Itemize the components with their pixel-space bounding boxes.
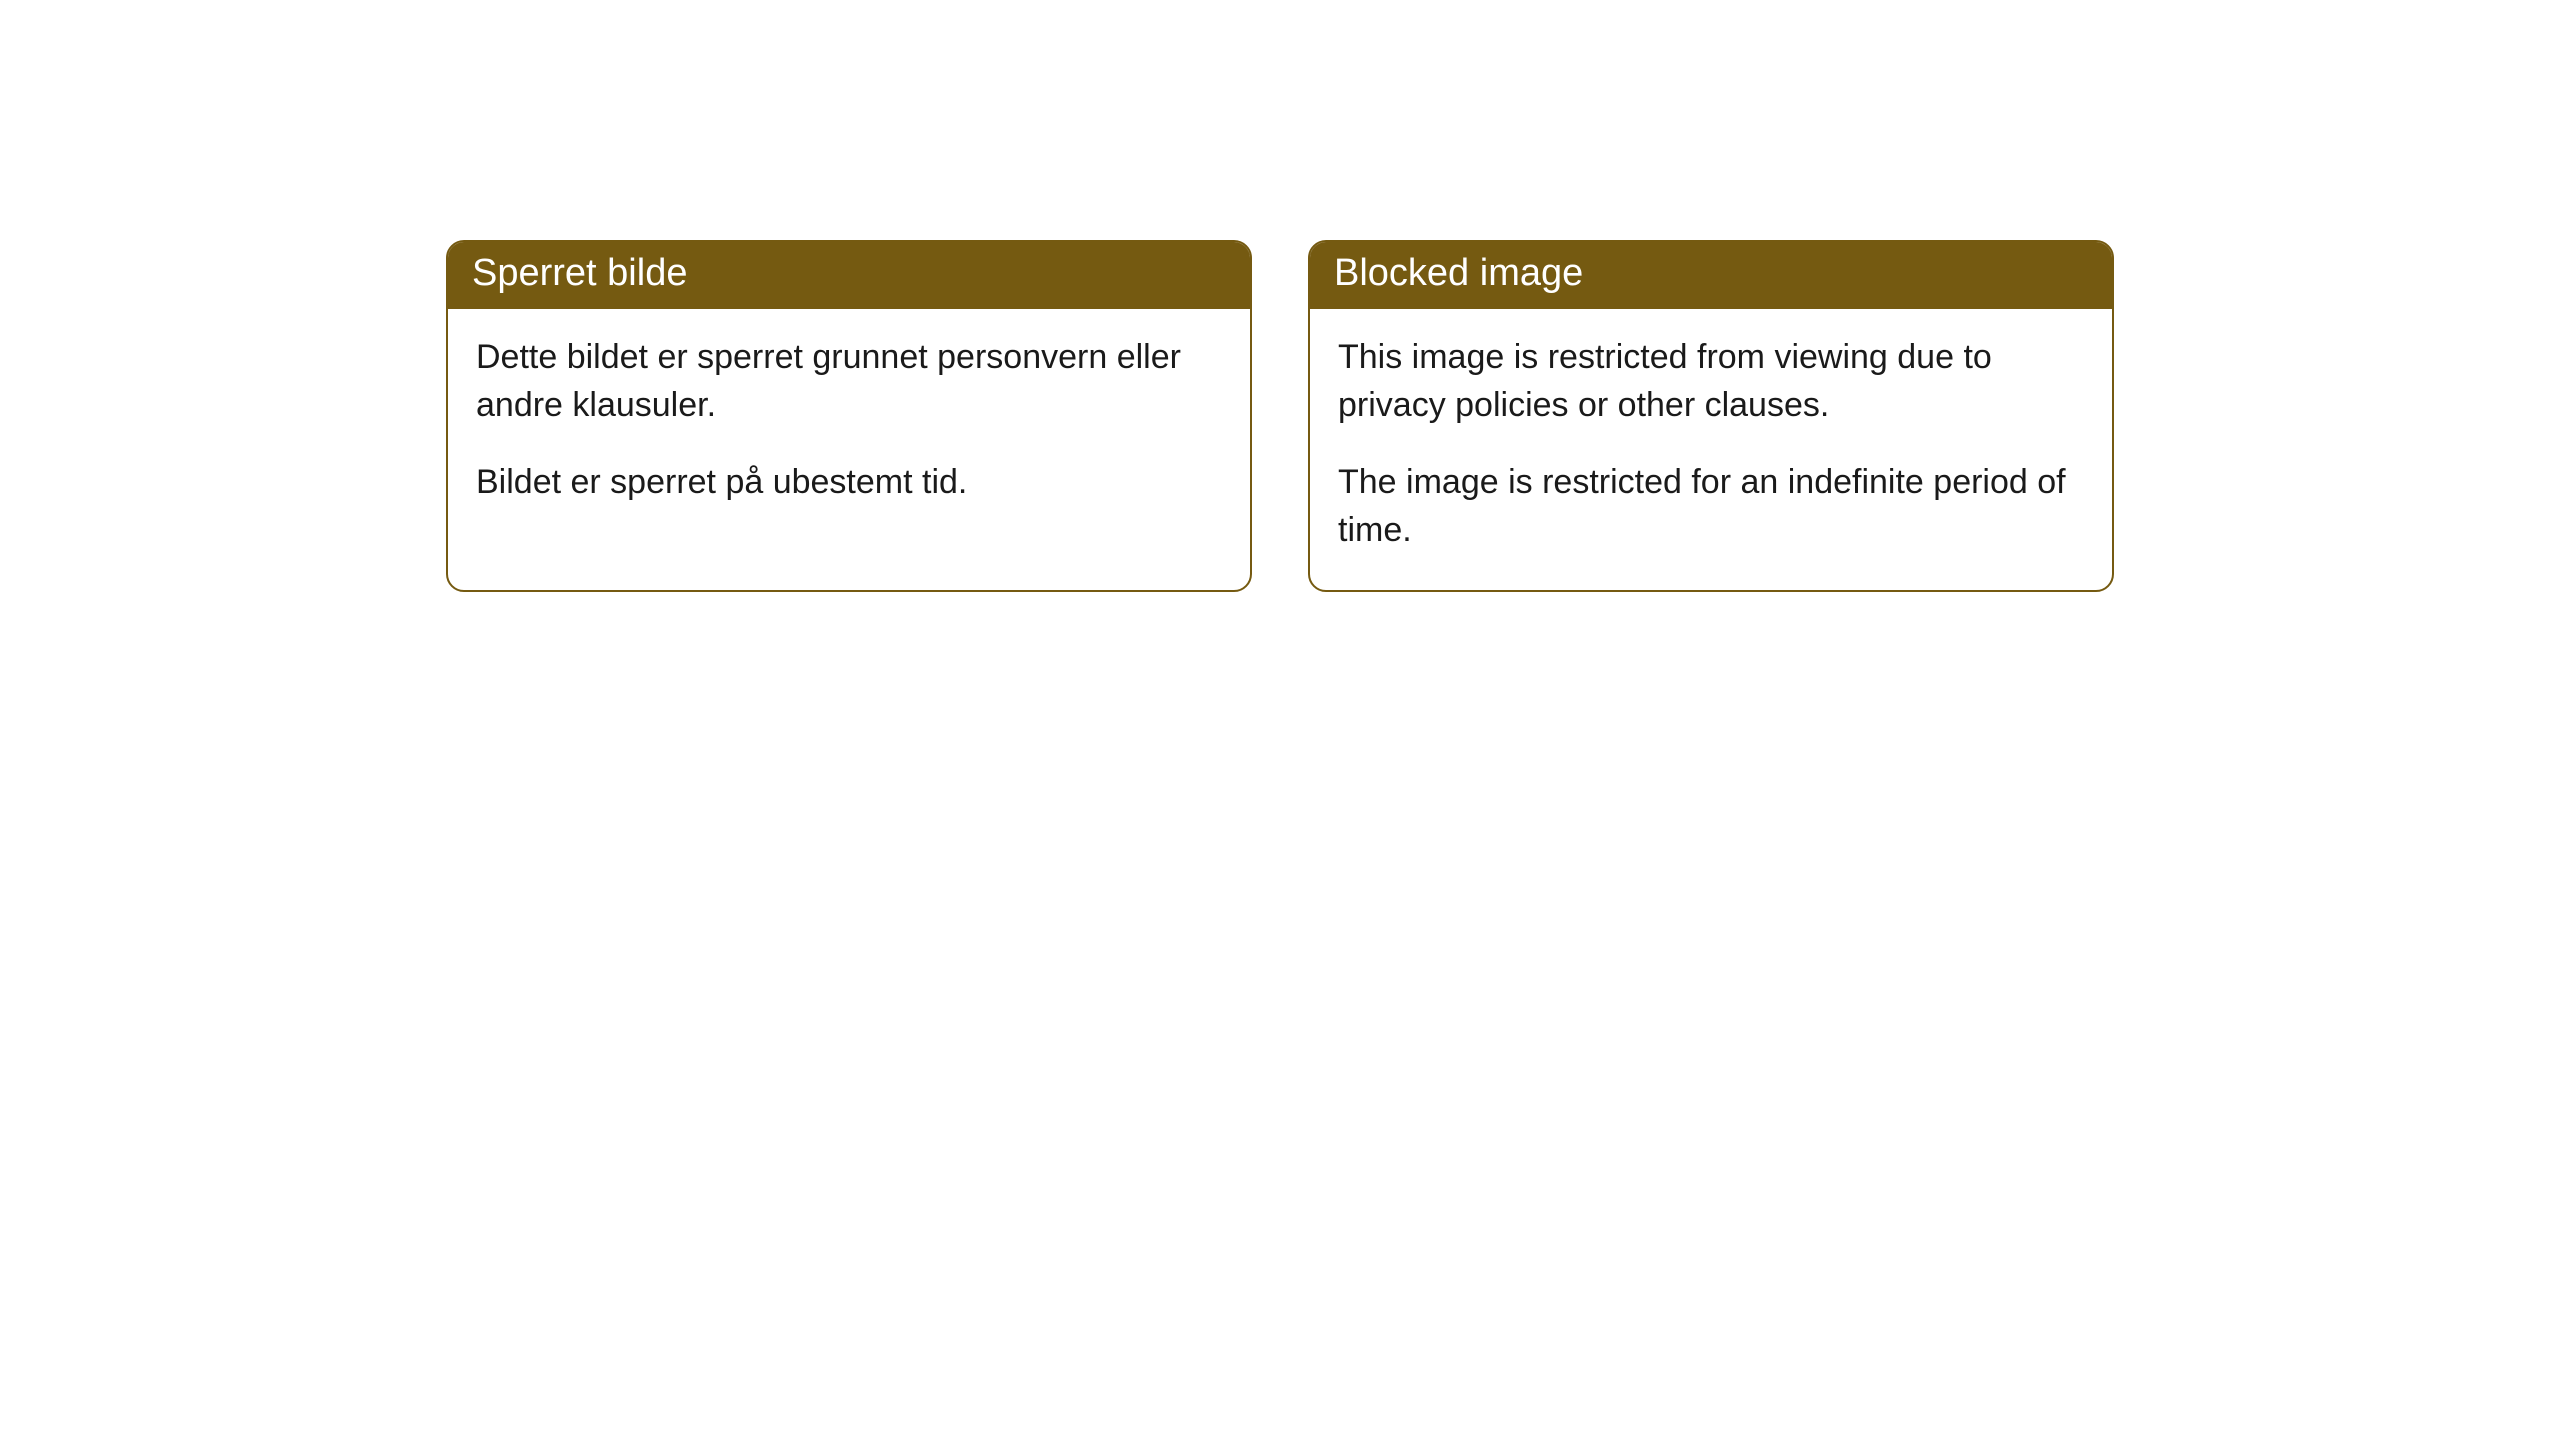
- blocked-image-card-no: Sperret bilde Dette bildet er sperret gr…: [446, 240, 1252, 592]
- card-body-no: Dette bildet er sperret grunnet personve…: [448, 309, 1250, 542]
- card-text-en-1: This image is restricted from viewing du…: [1338, 333, 2084, 430]
- card-text-en-2: The image is restricted for an indefinit…: [1338, 458, 2084, 555]
- card-text-no-1: Dette bildet er sperret grunnet personve…: [476, 333, 1222, 430]
- card-header-no: Sperret bilde: [448, 242, 1250, 309]
- card-text-no-2: Bildet er sperret på ubestemt tid.: [476, 458, 1222, 506]
- card-header-en: Blocked image: [1310, 242, 2112, 309]
- notice-cards-container: Sperret bilde Dette bildet er sperret gr…: [0, 0, 2560, 592]
- blocked-image-card-en: Blocked image This image is restricted f…: [1308, 240, 2114, 592]
- card-body-en: This image is restricted from viewing du…: [1310, 309, 2112, 590]
